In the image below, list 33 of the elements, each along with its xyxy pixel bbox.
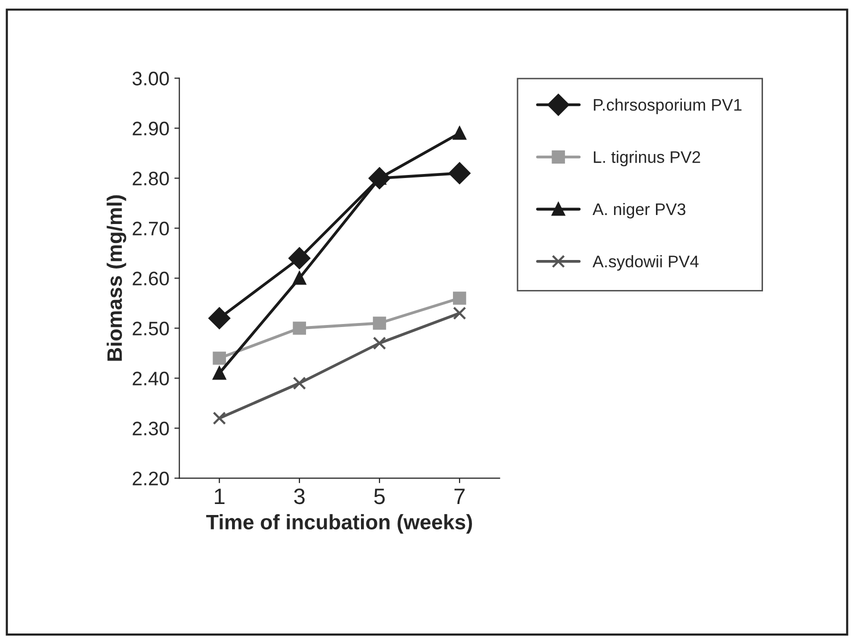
y-tick-label: 2.60 (132, 272, 169, 286)
y-axis-title: Biomass (mg/ml) (106, 195, 126, 361)
y-tick-label: 2.80 (132, 172, 169, 186)
legend-label: L. tigrinus PV2 (594, 150, 700, 166)
legend-label: A. niger PV3 (592, 202, 686, 218)
point (372, 336, 386, 350)
legend-label: A.sydowii PV4 (592, 255, 699, 271)
point (372, 316, 386, 330)
point (288, 247, 310, 270)
x-tick-label: 1 (214, 488, 224, 504)
point (452, 306, 466, 320)
point (452, 292, 466, 305)
point (212, 366, 226, 380)
point (212, 352, 226, 365)
legend-label: P.chrsosporium PV1 (594, 98, 742, 114)
y-tick-label: 2.30 (132, 422, 169, 436)
x-tick-label: 5 (374, 488, 385, 504)
point (448, 162, 470, 184)
y-tick-label: 2.70 (132, 222, 169, 236)
point (292, 272, 306, 285)
point (452, 126, 466, 140)
y-tick-label: 2.90 (132, 122, 169, 136)
point (292, 376, 306, 390)
point (208, 307, 230, 330)
point (212, 412, 226, 425)
y-tick-label: 2.20 (132, 472, 169, 486)
x-tick-label: 3 (294, 488, 305, 504)
point (292, 322, 306, 335)
x-axis-title: Time of incubation (weeks) (206, 514, 472, 534)
y-tick-label: 3.00 (132, 72, 169, 86)
x-tick-label: 7 (454, 488, 465, 504)
y-tick-label: 2.40 (132, 372, 169, 386)
y-tick-label: 2.50 (132, 322, 169, 336)
